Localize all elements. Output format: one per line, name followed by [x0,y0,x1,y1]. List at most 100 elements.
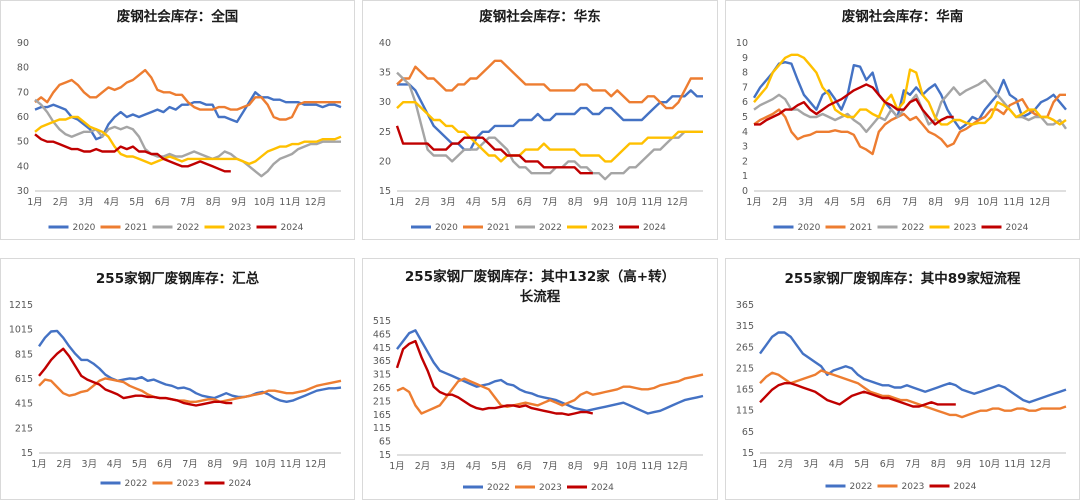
x-tick-label: 9月 [231,197,247,208]
series-line-2022 [396,329,704,415]
series-line-2022 [38,329,342,404]
x-tick-label: 10月 [977,197,999,208]
x-tick-label: 12月 [667,197,689,208]
x-tick-label: 7月 [542,461,558,472]
series-line-2020 [34,91,342,141]
x-tick-label: 8月 [928,197,944,208]
x-tick-label: 1月 [31,459,47,470]
y-tick-label: 365 [736,300,754,311]
y-tick-label: 60 [17,112,29,123]
x-tick-label: 5月 [129,197,145,208]
y-tick-label: 35 [379,68,391,79]
legend-label: 2020 [798,223,821,233]
series-line-2021 [753,93,1066,156]
y-tick-label: 0 [742,186,748,197]
legend-label: 2023 [902,482,925,492]
x-tick-label: 8月 [568,197,584,208]
y-tick-label: 315 [736,321,754,332]
x-tick-label: 3月 [78,197,94,208]
y-tick-label: 15 [21,448,33,459]
chart-title: 255家钢厂废钢库存：其中89家短流程 [784,271,1021,287]
chart-panel: 255家钢厂废钢库存：其中132家（高+转）长流程 15 65 115 165 215 2… [362,258,718,500]
y-tick-label: 265 [736,342,754,353]
legend-label: 2024 [643,223,666,233]
x-tick-label: 12月 [1029,197,1051,208]
x-tick-label: 10月 [616,461,638,472]
series-line-2023 [34,115,342,166]
series-line-2024 [395,125,593,175]
legend-label: 2024 [281,223,304,233]
x-tick-label: 3月 [803,459,819,470]
x-tick-label: 6月 [876,197,892,208]
legend-label: 2022 [487,483,510,493]
x-tick-label: 10月 [979,459,1001,470]
legend-label: 2024 [229,479,252,489]
chart-title: 255家钢厂废钢库存：其中132家（高+转）长流程 [404,269,676,305]
y-tick-label: 15 [379,186,391,197]
series-line-2024 [395,339,594,417]
x-tick-label: 12月 [305,197,327,208]
y-tick-label: 70 [17,87,29,98]
y-tick-label: 5 [742,112,748,123]
x-tick-label: 1月 [27,197,43,208]
y-tick-label: 215 [15,423,33,434]
chart-svg: 15 65 115 165 215 265 315 365 415 465 515 1月 2月 3月 4月 5… [373,316,704,493]
chart-title: 废钢社会库存：华东 [479,9,601,25]
legend-label: 2022 [850,482,873,492]
x-tick-label: 9月 [593,197,609,208]
legend-label: 2022 [177,223,200,233]
x-tick-label: 5月 [491,461,507,472]
y-tick-label: 30 [17,186,29,197]
x-tick-label: 2月 [56,459,72,470]
y-tick-label: 8 [742,68,748,79]
y-tick-label: 65 [742,427,754,438]
y-tick-label: 265 [373,383,391,394]
x-tick-label: 5月 [132,459,148,470]
legend-label: 2022 [125,479,148,489]
x-tick-label: 11月 [641,461,663,472]
x-tick-label: 5月 [491,197,507,208]
series-line-2023 [38,377,342,404]
y-tick-label: 215 [736,363,754,374]
x-tick-label: 4月 [829,459,845,470]
chart-panel: 255家钢厂废钢库存：其中89家短流程 15 65 115 165 215 265 315 3… [725,258,1080,500]
chart-panel: 废钢社会库存：华东 15 20 25 30 35 40 1月 2月 3月 4月 5月 6月 7月 8月 9月… [362,0,718,240]
x-tick-label: 12月 [1030,459,1052,470]
y-tick-label: 415 [373,343,391,354]
x-tick-label: 4月 [107,459,123,470]
legend-label: 2023 [229,223,252,233]
x-tick-label: 5月 [854,459,870,470]
chart-svg: 15 215 415 615 815 1015 1215 1月 2月 3月 4月 5月 6月 7月 8月 9月… [9,300,342,489]
legend-label: 2023 [539,483,562,493]
x-tick-label: 10月 [616,197,638,208]
x-tick-label: 11月 [1003,197,1025,208]
y-tick-label: 15 [742,448,754,459]
x-tick-label: 7月 [180,197,196,208]
series-line-2023 [759,369,1067,419]
y-tick-label: 3 [742,142,748,153]
x-tick-label: 9月 [233,459,249,470]
legend-label: 2021 [125,223,148,233]
x-tick-label: 9月 [954,197,970,208]
x-tick-label: 7月 [905,459,921,470]
x-tick-label: 4月 [466,461,482,472]
chart-panel: 废钢社会库存：全国 30 40 50 60 70 80 90 1月 2月 3月 4月 5月 6月 7月 8月… [0,0,355,240]
y-tick-label: 40 [17,161,29,172]
chart-title: 废钢社会库存：华南 [841,9,964,25]
legend-label: 2022 [902,223,925,233]
series-line-2020 [397,83,703,151]
y-tick-label: 25 [379,127,391,138]
y-tick-label: 10 [736,38,748,49]
y-tick-label: 1215 [9,300,33,311]
y-tick-label: 50 [17,137,29,148]
x-tick-label: 4月 [104,197,120,208]
y-tick-label: 215 [373,396,391,407]
chart-title: 废钢社会库存：全国 [116,9,239,25]
x-tick-label: 3月 [440,461,456,472]
series-line-2024 [34,133,231,173]
legend-label: 2021 [850,223,873,233]
x-tick-label: 2月 [772,197,788,208]
x-tick-label: 7月 [182,459,198,470]
y-tick-label: 1 [742,171,748,182]
legend-label: 2023 [591,223,614,233]
